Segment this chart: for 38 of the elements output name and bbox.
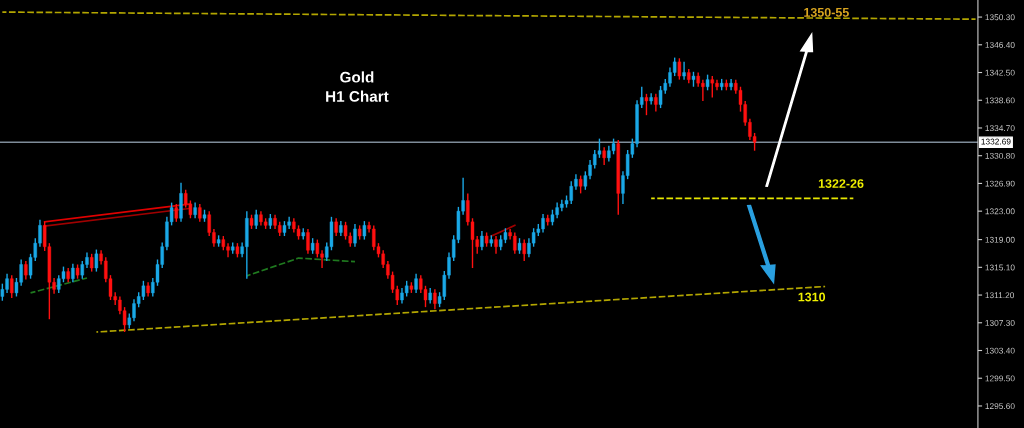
candlestick [522, 238, 526, 262]
text: H1 Chart [326, 90, 389, 102]
candlestick [353, 223, 357, 248]
candlestick [71, 263, 75, 283]
candlestick [658, 85, 663, 109]
candlestick [433, 288, 437, 310]
y-tick-label: 1319.00 [985, 236, 1015, 243]
y-tick-label: 1338.60 [985, 97, 1015, 104]
candlestick [254, 209, 258, 230]
candlestick [677, 57, 682, 81]
y-tick-label: 1311.20 [985, 292, 1015, 299]
candlestick [141, 280, 146, 301]
y-tick-label: 1346.40 [985, 41, 1015, 48]
text: Gold [340, 71, 374, 83]
y-tick-label: 1334.70 [985, 125, 1015, 132]
candlestick [644, 93, 649, 116]
candlestick [94, 248, 99, 273]
candlestick [24, 260, 28, 281]
candlestick [682, 61, 686, 81]
y-tick-label: 1315.10 [985, 264, 1015, 271]
annotation: 1322-26 [818, 179, 864, 189]
candlestick [480, 230, 484, 251]
y-tick-label: 1295.60 [985, 403, 1015, 410]
y-tick-label: 1330.80 [985, 152, 1015, 159]
y-tick-label: 1299.50 [985, 375, 1015, 382]
candlestick [306, 228, 310, 255]
y-tick-label: 1303.40 [985, 347, 1015, 354]
y-tick-label: 1323.00 [985, 208, 1015, 215]
annotation: 1310 [798, 292, 826, 302]
ref-line-label: 1332.69 [981, 138, 1011, 145]
y-tick-label: 1307.30 [985, 319, 1015, 326]
candlestick [362, 220, 367, 241]
candlestick [414, 273, 418, 294]
y-tick-label: 1326.90 [985, 180, 1015, 187]
y-tick-label: 1350.30 [985, 14, 1015, 21]
candlestick [10, 274, 14, 299]
y-tick-label: 1342.50 [985, 69, 1015, 76]
annotation: 1350-55 [804, 7, 849, 17]
